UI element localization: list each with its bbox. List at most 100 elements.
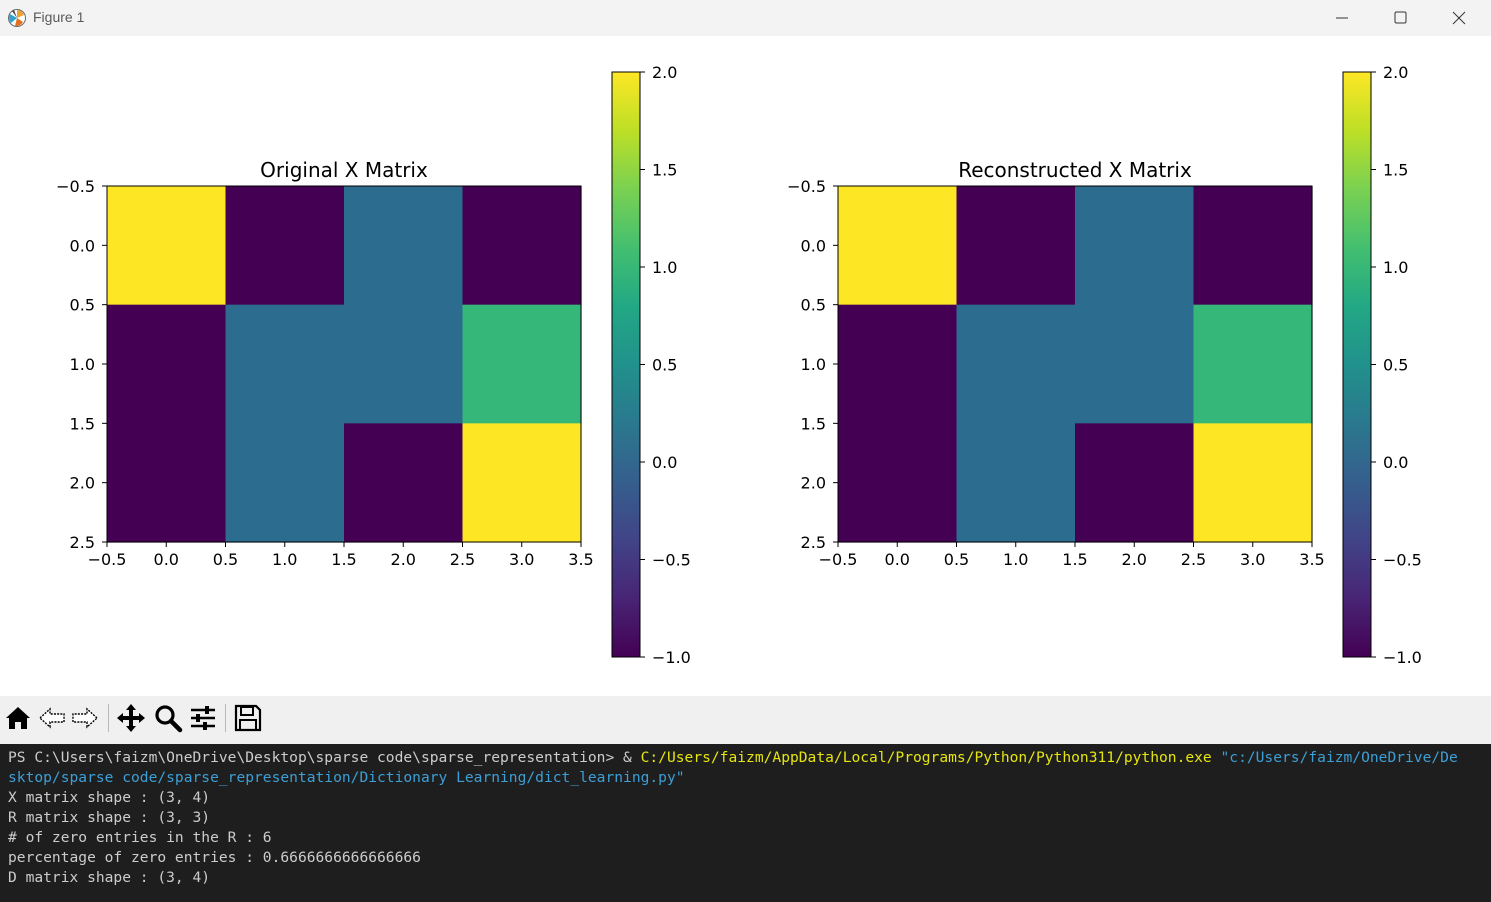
x-tick-label: 1.5: [331, 550, 356, 569]
configure-subplots-button[interactable]: [188, 703, 218, 733]
minimize-icon: [1336, 17, 1348, 19]
heatmap-cell: [838, 423, 958, 543]
home-icon: [6, 707, 30, 729]
heatmap-cell: [1193, 304, 1313, 424]
heatmap-cell: [956, 186, 1076, 306]
colorbar-tick-label: −0.5: [1383, 551, 1422, 570]
configure-subplots-icon: [191, 706, 215, 730]
colorbar-tick-label: 2.0: [1383, 63, 1408, 82]
y-tick-label: 0.5: [801, 296, 826, 315]
heatmap-cell: [344, 423, 464, 543]
save-button[interactable]: [233, 703, 263, 733]
colorbar-tick-label: 2.0: [652, 63, 677, 82]
colorbar-tick-label: 1.5: [652, 161, 677, 180]
y-tick-label: 1.5: [70, 414, 95, 433]
y-tick-label: 2.0: [70, 474, 95, 493]
terminal-output-line: R matrix shape : (3, 3): [8, 809, 211, 826]
title-bar[interactable]: Figure 1: [0, 0, 1491, 36]
colorbar-tick-label: 0.5: [1383, 356, 1408, 375]
colorbar-tick-label: 0.0: [652, 453, 677, 472]
terminal-panel[interactable]: PS C:\Users\faizm\OneDrive\Desktop\spars…: [0, 744, 1491, 902]
heatmap-cell: [225, 304, 345, 424]
x-tick-label: 3.5: [568, 550, 593, 569]
heatmap-cell: [107, 423, 227, 543]
x-tick-label: 1.0: [272, 550, 297, 569]
figure-window: Figure 1: [0, 0, 1491, 744]
pan-icon: [117, 704, 145, 732]
chart-title: Reconstructed X Matrix: [958, 158, 1192, 182]
y-tick-label: 1.0: [70, 355, 95, 374]
figure-canvas[interactable]: Original X Matrix −0.5 0.0 0.5 1.0 1.5 2.0 2.5 3…: [0, 36, 1491, 696]
x-tick-label: 1.5: [1062, 550, 1087, 569]
zoom-button[interactable]: [153, 703, 183, 733]
terminal-command-line: PS C:\Users\faizm\OneDrive\Desktop\spars…: [8, 748, 1458, 768]
close-button[interactable]: [1429, 0, 1487, 36]
y-tick-label: 2.5: [801, 533, 826, 552]
x-tick-label: 3.0: [1240, 550, 1265, 569]
y-tick-label: 1.5: [801, 414, 826, 433]
heatmap-cell: [344, 304, 464, 424]
x-tick-label: 3.5: [1299, 550, 1324, 569]
terminal-output-line: percentage of zero entries : 0.666666666…: [8, 849, 421, 866]
x-tick-label: 2.0: [1122, 550, 1147, 569]
x-tick-label: 0.5: [944, 550, 969, 569]
colorbar-tick-label: 1.0: [652, 258, 677, 277]
heatmap-cell: [1075, 423, 1195, 543]
heatmap-cell: [225, 186, 345, 306]
colorbar: [1342, 71, 1372, 658]
x-tick-label: 2.5: [450, 550, 475, 569]
minimize-button[interactable]: [1313, 0, 1371, 36]
heatmap-cell: [462, 186, 582, 306]
matplotlib-app-icon: [8, 9, 26, 27]
y-tick-label: 0.0: [801, 236, 826, 255]
y-tick-label: 2.5: [70, 533, 95, 552]
colorbar-tick-label: 0.0: [1383, 453, 1408, 472]
pan-button[interactable]: [116, 703, 146, 733]
heatmap-cell: [1075, 304, 1195, 424]
x-tick-label: −0.5: [819, 550, 858, 569]
maximize-icon: [1394, 11, 1407, 24]
colorbar: [611, 71, 641, 658]
heatmap-cell: [838, 186, 958, 306]
chart-title: Original X Matrix: [260, 158, 428, 182]
terminal-output-line: D matrix shape : (3, 4): [8, 869, 211, 886]
terminal-output-line: X matrix shape : (3, 4): [8, 789, 211, 806]
terminal-python-exe: C:/Users/faizm/AppData/Local/Programs/Py…: [640, 749, 1212, 766]
heatmap-cell: [344, 186, 464, 306]
y-tick-label: 0.0: [70, 236, 95, 255]
forward-icon: [72, 707, 99, 729]
x-tick-label: 0.0: [154, 550, 179, 569]
heatmap-cell: [462, 423, 582, 543]
y-tick-label: 2.0: [801, 474, 826, 493]
y-tick-label: 1.0: [801, 355, 826, 374]
forward-button[interactable]: [70, 703, 100, 733]
heatmap-cell: [107, 304, 227, 424]
colorbar-tick-label: −0.5: [652, 551, 691, 570]
heatmap-cell: [956, 423, 1076, 543]
y-tick-label: −0.5: [787, 177, 826, 196]
heatmap-cell: [1075, 186, 1195, 306]
x-tick-label: 0.0: [885, 550, 910, 569]
x-tick-label: 0.5: [213, 550, 238, 569]
y-tick-label: 0.5: [70, 296, 95, 315]
terminal-prompt: PS C:\Users\faizm\OneDrive\Desktop\spars…: [8, 749, 641, 766]
home-button[interactable]: [3, 703, 33, 733]
window-title: Figure 1: [33, 9, 85, 25]
heatmap-cell: [1193, 186, 1313, 306]
close-icon: [1452, 11, 1466, 25]
x-tick-label: 1.0: [1003, 550, 1028, 569]
figure-svg: Original X Matrix −0.5 0.0 0.5 1.0 1.5 2.0 2.5 3…: [56, 63, 1422, 667]
maximize-button[interactable]: [1371, 0, 1429, 36]
y-tick-label: −0.5: [56, 177, 95, 196]
heatmap-cell: [107, 186, 227, 306]
terminal-script-arg: "c:/Users/faizm/OneDrive/De: [1211, 749, 1458, 766]
back-icon: [38, 707, 65, 729]
x-tick-label: 3.0: [509, 550, 534, 569]
terminal-script-arg-cont: sktop/sparse code/sparse_representation/…: [8, 769, 685, 786]
colorbar-tick-label: 1.0: [1383, 258, 1408, 277]
terminal-output-line: # of zero entries in the R : 6: [8, 829, 272, 846]
x-tick-label: −0.5: [88, 550, 127, 569]
back-button[interactable]: [37, 703, 67, 733]
colorbar-tick-label: −1.0: [1383, 648, 1422, 667]
heatmap-cell: [462, 304, 582, 424]
